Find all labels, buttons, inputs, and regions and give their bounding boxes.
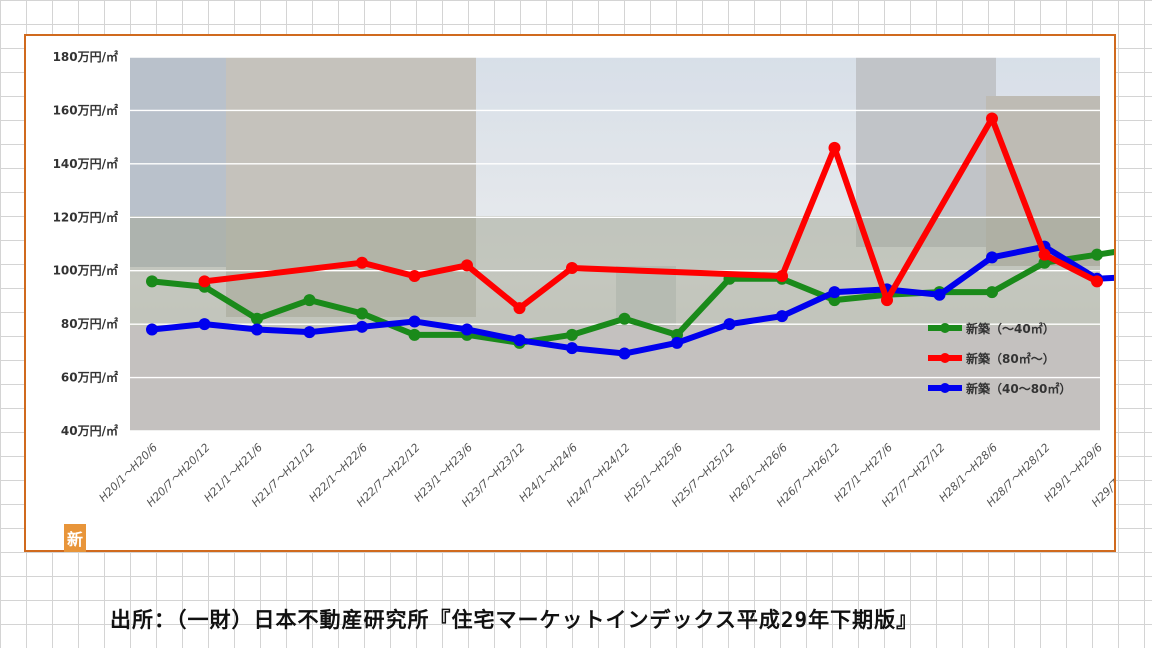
data-point xyxy=(1091,248,1103,261)
data-point xyxy=(566,342,578,355)
data-point xyxy=(356,307,368,320)
legend-label: 新築（～40㎡） xyxy=(966,321,1055,336)
legend-label: 新築（40～80㎡） xyxy=(966,381,1071,396)
plot-background-photo xyxy=(130,57,1100,431)
data-point xyxy=(198,275,211,288)
y-tick-label: 120万円/㎡ xyxy=(53,209,118,224)
data-point xyxy=(146,275,158,288)
data-point xyxy=(933,288,946,301)
series-line xyxy=(149,249,1114,346)
y-tick-label: 100万円/㎡ xyxy=(53,263,118,278)
data-point xyxy=(408,315,421,328)
data-point xyxy=(408,328,421,341)
y-tick-label: 160万円/㎡ xyxy=(53,102,118,117)
data-point xyxy=(356,320,368,333)
data-point xyxy=(828,286,841,299)
y-tick-label: 80万円/㎡ xyxy=(61,316,118,331)
chart-frame: 40万円/㎡ 60万円/㎡ 80万円/㎡ 100万円/㎡ 120万円/㎡ 140万円/㎡ 1… xyxy=(24,34,1116,552)
data-point xyxy=(1038,248,1051,261)
source-caption: 出所：（一財）日本不動産研究所『住宅マーケットインデックス平成29年下期版』 xyxy=(110,608,919,632)
data-point xyxy=(251,312,263,325)
data-point xyxy=(198,318,211,331)
series-1 xyxy=(198,112,1103,315)
data-point xyxy=(618,312,631,325)
y-tick-label: 180万円/㎡ xyxy=(53,49,118,64)
data-point xyxy=(513,302,526,315)
series-2 xyxy=(146,240,1114,360)
data-point xyxy=(986,251,998,264)
data-point xyxy=(356,256,368,269)
data-point xyxy=(671,336,683,349)
data-point xyxy=(251,323,263,336)
data-point xyxy=(986,112,998,125)
data-point xyxy=(618,347,631,360)
data-point xyxy=(723,318,736,331)
y-tick-label: 40万円/㎡ xyxy=(61,423,118,438)
legend-item: 新築（～40㎡） xyxy=(928,321,1055,336)
data-point xyxy=(461,259,473,272)
legend-item: 新築（80㎡～） xyxy=(928,351,1055,366)
legend-item: 新築（40～80㎡） xyxy=(928,381,1071,396)
data-point xyxy=(566,262,578,275)
data-point xyxy=(408,270,421,283)
line-chart: 40万円/㎡ 60万円/㎡ 80万円/㎡ 100万円/㎡ 120万円/㎡ 140万円/㎡ 1… xyxy=(53,49,1114,509)
legend-marker xyxy=(940,353,950,363)
data-point xyxy=(986,286,998,299)
data-point xyxy=(881,294,893,307)
data-point xyxy=(828,141,841,154)
series-line xyxy=(201,115,1100,312)
data-point xyxy=(303,294,316,307)
data-point xyxy=(776,310,788,323)
y-tick-label: 60万円/㎡ xyxy=(61,370,118,385)
data-point xyxy=(146,323,158,336)
legend-marker xyxy=(940,383,950,393)
series-line xyxy=(149,243,1114,357)
new-badge: 新 xyxy=(64,524,86,552)
data-point xyxy=(461,323,473,336)
data-point xyxy=(303,326,316,339)
y-tick-label: 140万円/㎡ xyxy=(53,156,118,171)
data-point xyxy=(1091,275,1103,288)
data-point xyxy=(776,270,788,283)
data-point xyxy=(566,328,578,341)
legend-marker xyxy=(940,323,950,333)
data-point xyxy=(513,334,526,347)
legend-label: 新築（80㎡～） xyxy=(966,351,1055,366)
